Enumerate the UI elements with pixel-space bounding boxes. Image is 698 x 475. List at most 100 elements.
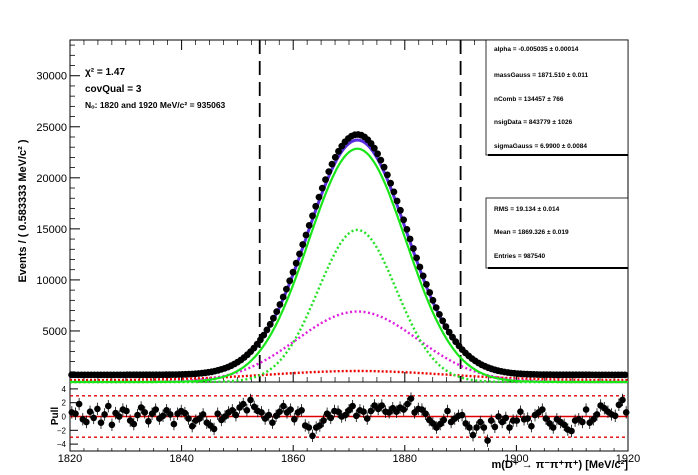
pull-point [367,407,375,415]
pull-point [560,421,568,429]
pull-point [90,414,97,422]
pull-point [239,400,247,408]
covqual-label: covQual = 3 [85,84,142,95]
y-tick-label: 15000 [36,224,67,236]
data-point [286,277,294,285]
y-tick-label: 30000 [36,71,67,83]
data-point [315,193,323,201]
data-point [309,212,316,220]
pull-point [517,408,524,416]
pull-point [549,424,557,431]
pull-point [75,400,83,408]
pull-point [214,410,221,418]
pull-point [484,437,491,444]
y-tick-label: 5000 [43,326,67,338]
data-point [416,263,424,271]
data-point [370,144,378,152]
data-point [419,272,427,280]
data-point [302,231,310,239]
pull-point [291,416,298,423]
pull-point [487,417,495,424]
data-point [413,254,420,262]
data-point [436,311,443,318]
stat-entries: Entries = 987540 [494,253,546,260]
pull-point [199,411,207,418]
stat-rms: RMS = 19.134 ± 0.014 [494,206,560,213]
data-point [322,176,329,184]
pull-point [276,408,284,416]
data-point [289,268,297,276]
data-point [276,301,284,308]
param-nsigdata: nsigData = 843779 ± 1026 [494,119,573,126]
nobs-label: Nₒ: 1820 and 1920 MeV/c² = 935063 [85,100,226,110]
pull-point [141,409,149,416]
pull-point [524,415,531,422]
y-tick-label: 10000 [36,275,67,287]
pull-y-tick-label: −4 [57,440,67,449]
pull-point [170,420,178,428]
pull-point [210,425,218,433]
pull-point [334,408,342,416]
pull-point [363,415,371,422]
pull-point [590,416,597,423]
pull-point [466,424,473,431]
pull-point [495,413,502,420]
pull-point [108,421,116,429]
pull-point [353,412,360,420]
data-point [423,281,430,288]
pull-point [593,411,601,418]
data-point [318,184,326,192]
param-sigmagauss: sigmaGauss = 6.9900 ± 0.0084 [494,143,587,150]
param-alpha: alpha = -0.005035 ± 0.00014 [494,46,579,53]
pull-point [316,422,324,429]
data-point [377,156,385,164]
data-point [257,336,264,344]
data-point [273,308,281,315]
pull-point [349,402,356,410]
pull-point [568,427,575,435]
pull-point [280,402,287,410]
x-tick-label: 1880 [393,453,417,465]
pull-point [159,412,167,420]
pull-point [130,420,138,428]
pull-point [123,407,130,415]
pull-point [181,409,189,417]
pull-point [134,411,141,419]
pull-point [83,418,90,426]
data-point [403,226,411,233]
data-point [445,328,453,336]
data-point [432,304,440,311]
pull-point [342,411,349,419]
pull-point [137,404,145,411]
data-point [312,202,320,210]
pull-y-tick-label: 0 [62,413,67,422]
pull-point [145,418,152,425]
data-point [442,323,450,331]
data-point [305,222,313,229]
pull-point [615,401,623,409]
pull-point [105,402,112,410]
pull-point [152,406,159,413]
pull-point [258,409,265,416]
pull-y-axis-ticks: −4 −2 0 2 4 [57,385,78,449]
pull-points [68,392,630,447]
x-tick-label: 1860 [281,453,305,465]
data-point [299,241,307,248]
pull-point [458,411,466,419]
data-point [384,171,391,179]
x-axis-title: m(D⁺ → π⁻π⁺π⁺) [MeV/c²] [492,459,629,471]
pull-point [115,413,123,420]
x-tick-label: 1920 [616,453,640,465]
pull-point [502,414,510,422]
data-point [400,216,407,224]
parameter-box-frame [485,39,629,156]
x-tick-label: 1840 [169,453,193,465]
data-point [393,197,401,205]
comb-background-curve [70,369,628,382]
data-point [374,150,381,158]
pull-point [473,424,480,431]
pull-point [185,415,192,422]
pull-point [265,411,273,419]
data-point [328,160,336,168]
pull-point [247,396,254,404]
